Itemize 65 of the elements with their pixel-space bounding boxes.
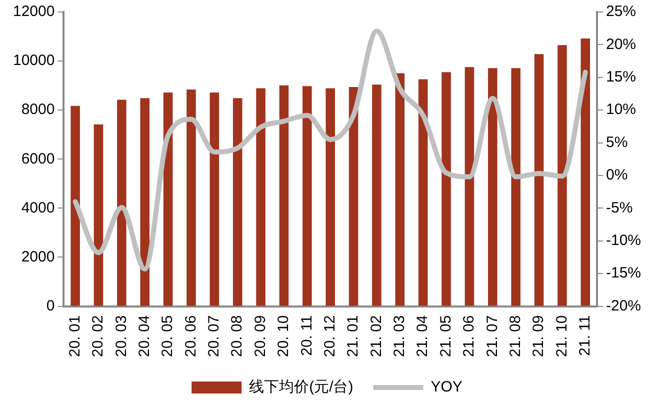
bar xyxy=(511,68,520,306)
x-tick-label: 20. 02 xyxy=(90,315,107,358)
bar xyxy=(279,85,289,306)
x-tick-label: 21. 01 xyxy=(344,315,362,358)
bar xyxy=(534,54,544,306)
bar xyxy=(558,45,567,306)
bar xyxy=(372,84,382,306)
x-tick-label: 21. 02 xyxy=(368,315,385,358)
bar xyxy=(163,92,173,306)
y2-tick-label: 0% xyxy=(606,166,628,184)
x-tick-label: 21. 10 xyxy=(553,315,570,358)
x-tick-label: 21. 06 xyxy=(460,315,478,358)
x-tick-label: 20. 06 xyxy=(182,315,200,358)
y-tick-label: 2000 xyxy=(21,248,55,266)
bar xyxy=(442,72,451,306)
x-tick-label: 21. 11 xyxy=(576,315,594,356)
x-tick-label: 20. 10 xyxy=(275,315,292,358)
legend-label: 线下均价(元/台) xyxy=(249,378,354,396)
x-tick-label: 21. 03 xyxy=(391,315,408,358)
bar xyxy=(70,106,80,306)
bar xyxy=(140,98,150,306)
y-tick-label: 12000 xyxy=(12,3,55,20)
y2-tick-label: 20% xyxy=(606,36,636,53)
y-tick-label: 4000 xyxy=(21,199,55,216)
legend-label: YOY xyxy=(430,378,462,396)
y2-tick-label: -20% xyxy=(606,297,642,314)
x-tick-label: 20. 11 xyxy=(298,315,316,356)
x-tick-label: 21. 08 xyxy=(506,315,524,358)
bar xyxy=(186,90,196,306)
x-tick-label: 21. 04 xyxy=(414,315,432,358)
y2-tick-label: 10% xyxy=(606,101,636,118)
x-tick-label: 20. 12 xyxy=(321,315,338,358)
bar xyxy=(210,92,220,306)
bar xyxy=(395,73,405,306)
x-tick-label: 20. 04 xyxy=(136,315,153,358)
x-tick-label: 20. 05 xyxy=(159,315,176,358)
y2-tick-label: -5% xyxy=(606,199,633,216)
x-tick-label: 20. 01 xyxy=(66,315,84,358)
bar xyxy=(580,38,590,306)
bar xyxy=(117,100,126,306)
x-tick-label: 21. 05 xyxy=(437,315,454,358)
x-tick-label: 20. 09 xyxy=(252,315,269,358)
bar xyxy=(464,67,474,306)
bar xyxy=(232,98,242,306)
y2-tick-label: -15% xyxy=(606,264,642,282)
bar xyxy=(256,88,266,306)
y2-tick-label: 5% xyxy=(606,134,628,151)
x-tick-label: 21. 07 xyxy=(484,315,501,358)
y-tick-label: 8000 xyxy=(21,101,55,118)
bar xyxy=(348,87,358,306)
bar xyxy=(302,86,312,306)
y-tick-label: 0 xyxy=(46,297,55,314)
y2-tick-label: 15% xyxy=(606,68,636,86)
bar xyxy=(94,124,104,306)
y2-tick-label: -10% xyxy=(606,232,642,250)
bar xyxy=(488,68,498,306)
bar xyxy=(418,79,428,306)
x-tick-label: 20. 07 xyxy=(206,315,223,358)
x-tick-label: 20. 08 xyxy=(228,315,246,358)
x-tick-label: 21. 09 xyxy=(530,315,548,358)
x-tick-label: 20. 03 xyxy=(112,315,130,358)
y-tick-label: 10000 xyxy=(12,52,55,70)
bar xyxy=(326,88,335,306)
y2-tick-label: 25% xyxy=(606,3,636,20)
y-tick-label: 6000 xyxy=(21,150,55,168)
